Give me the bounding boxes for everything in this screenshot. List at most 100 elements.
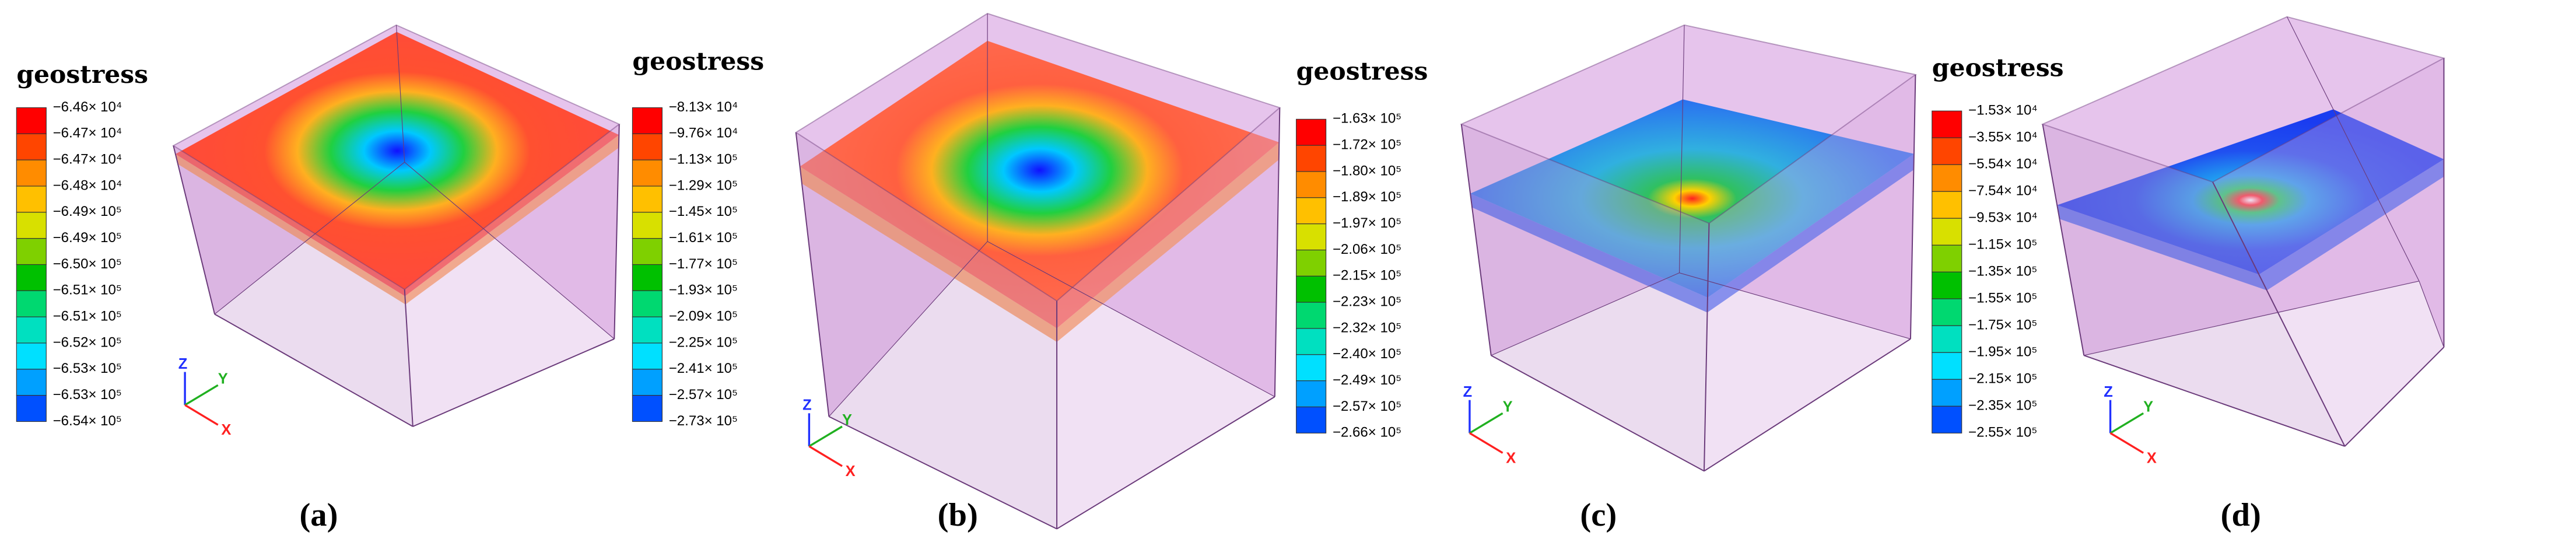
box-hidden-edge [395, 25, 405, 162]
box-edge [1704, 338, 1911, 472]
legend-label: −1.75× 10⁵ [1968, 317, 2037, 333]
colorbar-band [632, 238, 663, 265]
axis-label-x: X [846, 463, 856, 480]
colorbar-band [16, 369, 47, 396]
legend-label: −1.93× 10⁵ [669, 282, 738, 298]
box-front-left [1461, 124, 1709, 471]
legend-label: −6.54× 10⁵ [53, 413, 122, 429]
axis-x [2109, 432, 2144, 454]
legend-label: −2.49× 10⁵ [1333, 372, 1401, 388]
legend-label: −3.55× 10⁴ [1968, 130, 2038, 145]
colorbar-band [16, 395, 47, 422]
colorbar-band [1932, 405, 1962, 433]
colorbar-band [16, 342, 47, 370]
legend-label: −6.47× 10⁴ [53, 125, 122, 141]
colorbar-band [632, 107, 663, 134]
box-front-left [173, 145, 413, 426]
box-front-right [1057, 107, 1280, 529]
panel: geostress −1.63× 10⁵ −1.72× 10⁵ −1.80× 10⁵ −… [1296, 24, 1917, 533]
colorbar-band [1932, 164, 1962, 192]
legend-label: −6.51× 10⁵ [53, 309, 122, 324]
colorbar-band [1932, 271, 1962, 299]
legend-label: −1.97× 10⁵ [1333, 215, 1401, 231]
box-edge [1274, 107, 1281, 397]
colorbar-band [632, 290, 663, 317]
box-edge [1056, 396, 1275, 530]
legend-label: −1.45× 10⁵ [669, 204, 738, 219]
legend-label: −2.55× 10⁵ [1968, 425, 2037, 440]
legend-label: −6.53× 10⁵ [53, 361, 122, 376]
colorbar-band [632, 342, 663, 370]
panel: geostress −1.53× 10⁴ −3.55× 10⁴ −5.54× 10⁴ −… [1932, 16, 2446, 533]
box-front-right [1704, 74, 1916, 471]
colorbar-band [1296, 328, 1327, 355]
colorbar-band [1932, 379, 1962, 407]
legend-label: −1.63× 10⁵ [1333, 111, 1401, 127]
colorbar-band [1932, 110, 1962, 138]
axis-label-x: X [2147, 450, 2157, 466]
colorbar-band [1932, 244, 1962, 272]
box-hidden-edge [404, 162, 615, 340]
colorbar-band [16, 264, 47, 291]
colorbar-band [1932, 325, 1962, 353]
box-edge [2212, 181, 2346, 447]
colorbar-band [1296, 354, 1327, 382]
legend-label: −1.61× 10⁵ [669, 230, 738, 246]
legend-label: −2.25× 10⁵ [669, 334, 738, 350]
axis-x [808, 445, 843, 467]
colorbar-band [16, 290, 47, 317]
colorbar-band [1296, 145, 1327, 172]
axis-label-y: Y [842, 412, 852, 428]
legend-label: −6.51× 10⁵ [53, 282, 122, 298]
legend-label: −2.40× 10⁵ [1333, 346, 1401, 362]
slice-plane [1470, 99, 1914, 298]
colorbar-band [16, 159, 47, 187]
legend-title: geostress [632, 47, 764, 76]
legend-label: −9.76× 10⁴ [669, 125, 738, 141]
colorbar-band [1932, 352, 1962, 380]
caption: (a) [299, 497, 338, 533]
box-front-left [2042, 124, 2345, 446]
box-front-left [795, 132, 1057, 529]
axis-label-y: Y [2143, 399, 2153, 415]
legend-label: −2.57× 10⁵ [669, 387, 738, 403]
colorbar-band [16, 107, 47, 134]
slice-side [1470, 153, 1914, 313]
axis-label-x: X [1506, 450, 1516, 466]
box-hidden-edge [2286, 16, 2420, 282]
legend-title: geostress [16, 60, 148, 89]
legend-label: −2.06× 10⁵ [1333, 242, 1401, 257]
box-hidden-edge [1491, 272, 1680, 356]
legend-label: −2.73× 10⁵ [669, 413, 738, 429]
axis-label-x: X [221, 422, 231, 438]
axis-label-z: Z [802, 397, 812, 414]
legend-label: −2.09× 10⁵ [669, 309, 738, 324]
colorbar-band [16, 186, 47, 213]
box-hidden-edge [2419, 281, 2445, 348]
colorbar-band [1932, 191, 1962, 219]
colorbar-band [1932, 298, 1962, 326]
colorbar-band [632, 186, 663, 213]
colorbar-band [16, 212, 47, 239]
colorbar-band [1932, 218, 1962, 246]
box-edge [828, 416, 1057, 530]
legend-label: −9.53× 10⁴ [1968, 210, 2038, 226]
colorbar-band [632, 159, 663, 187]
box-hidden-edge [2084, 281, 2420, 356]
legend-label: −6.53× 10⁵ [53, 387, 122, 403]
box-edge [412, 338, 615, 427]
box-hidden-edge [828, 241, 988, 417]
legend-label: −6.49× 10⁵ [53, 230, 122, 246]
axis-label-z: Z [2104, 384, 2113, 400]
axis-label-z: Z [178, 356, 188, 372]
legend-label: −2.15× 10⁵ [1968, 371, 2037, 387]
box-edge [2344, 347, 2445, 447]
legend-label: −7.54× 10⁴ [1968, 183, 2038, 199]
colorbar-band [1932, 137, 1962, 165]
colorbar-band [1296, 275, 1327, 303]
legend-label: −2.57× 10⁵ [1333, 398, 1401, 414]
box-edge [1460, 124, 1492, 356]
box-edge [1704, 223, 1710, 471]
colorbar-band [16, 316, 47, 344]
